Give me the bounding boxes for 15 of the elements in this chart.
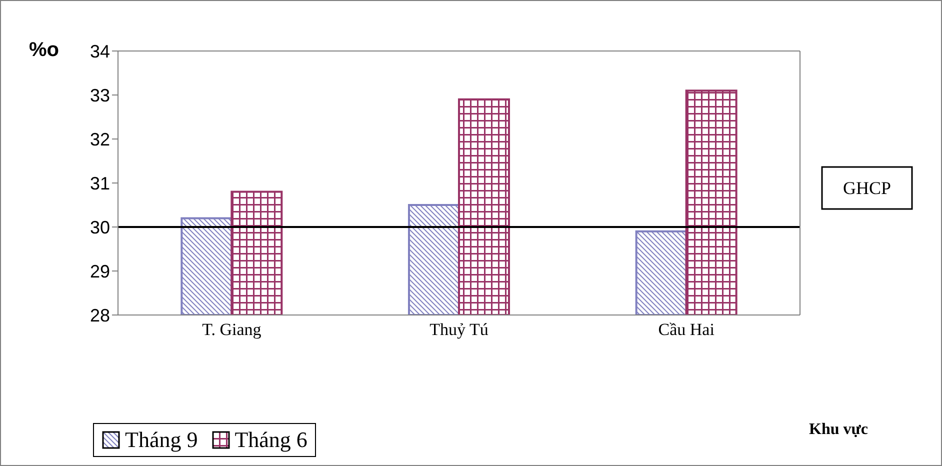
x-tick-label: Cầu Hai bbox=[658, 320, 715, 340]
y-tick-label: 30 bbox=[90, 217, 110, 238]
legend-label: Tháng 9 bbox=[125, 427, 198, 453]
x-tick-label: T. Giang bbox=[202, 320, 262, 340]
text: Khu vực bbox=[809, 421, 868, 438]
y-tick-label: 32 bbox=[90, 129, 110, 150]
y-tick-label: 33 bbox=[90, 85, 110, 106]
legend-label: Tháng 6 bbox=[234, 427, 308, 453]
y-tick-label: 28 bbox=[90, 305, 110, 326]
ref-line-label: GHCP bbox=[842, 178, 892, 198]
y-axis-title: %o bbox=[29, 39, 59, 62]
x-tick-label: Thuỷ Tú bbox=[430, 320, 489, 340]
y-tick-label: 29 bbox=[90, 261, 110, 282]
y-tick-label: 31 bbox=[90, 173, 110, 194]
y-tick-label: 34 bbox=[90, 41, 110, 62]
